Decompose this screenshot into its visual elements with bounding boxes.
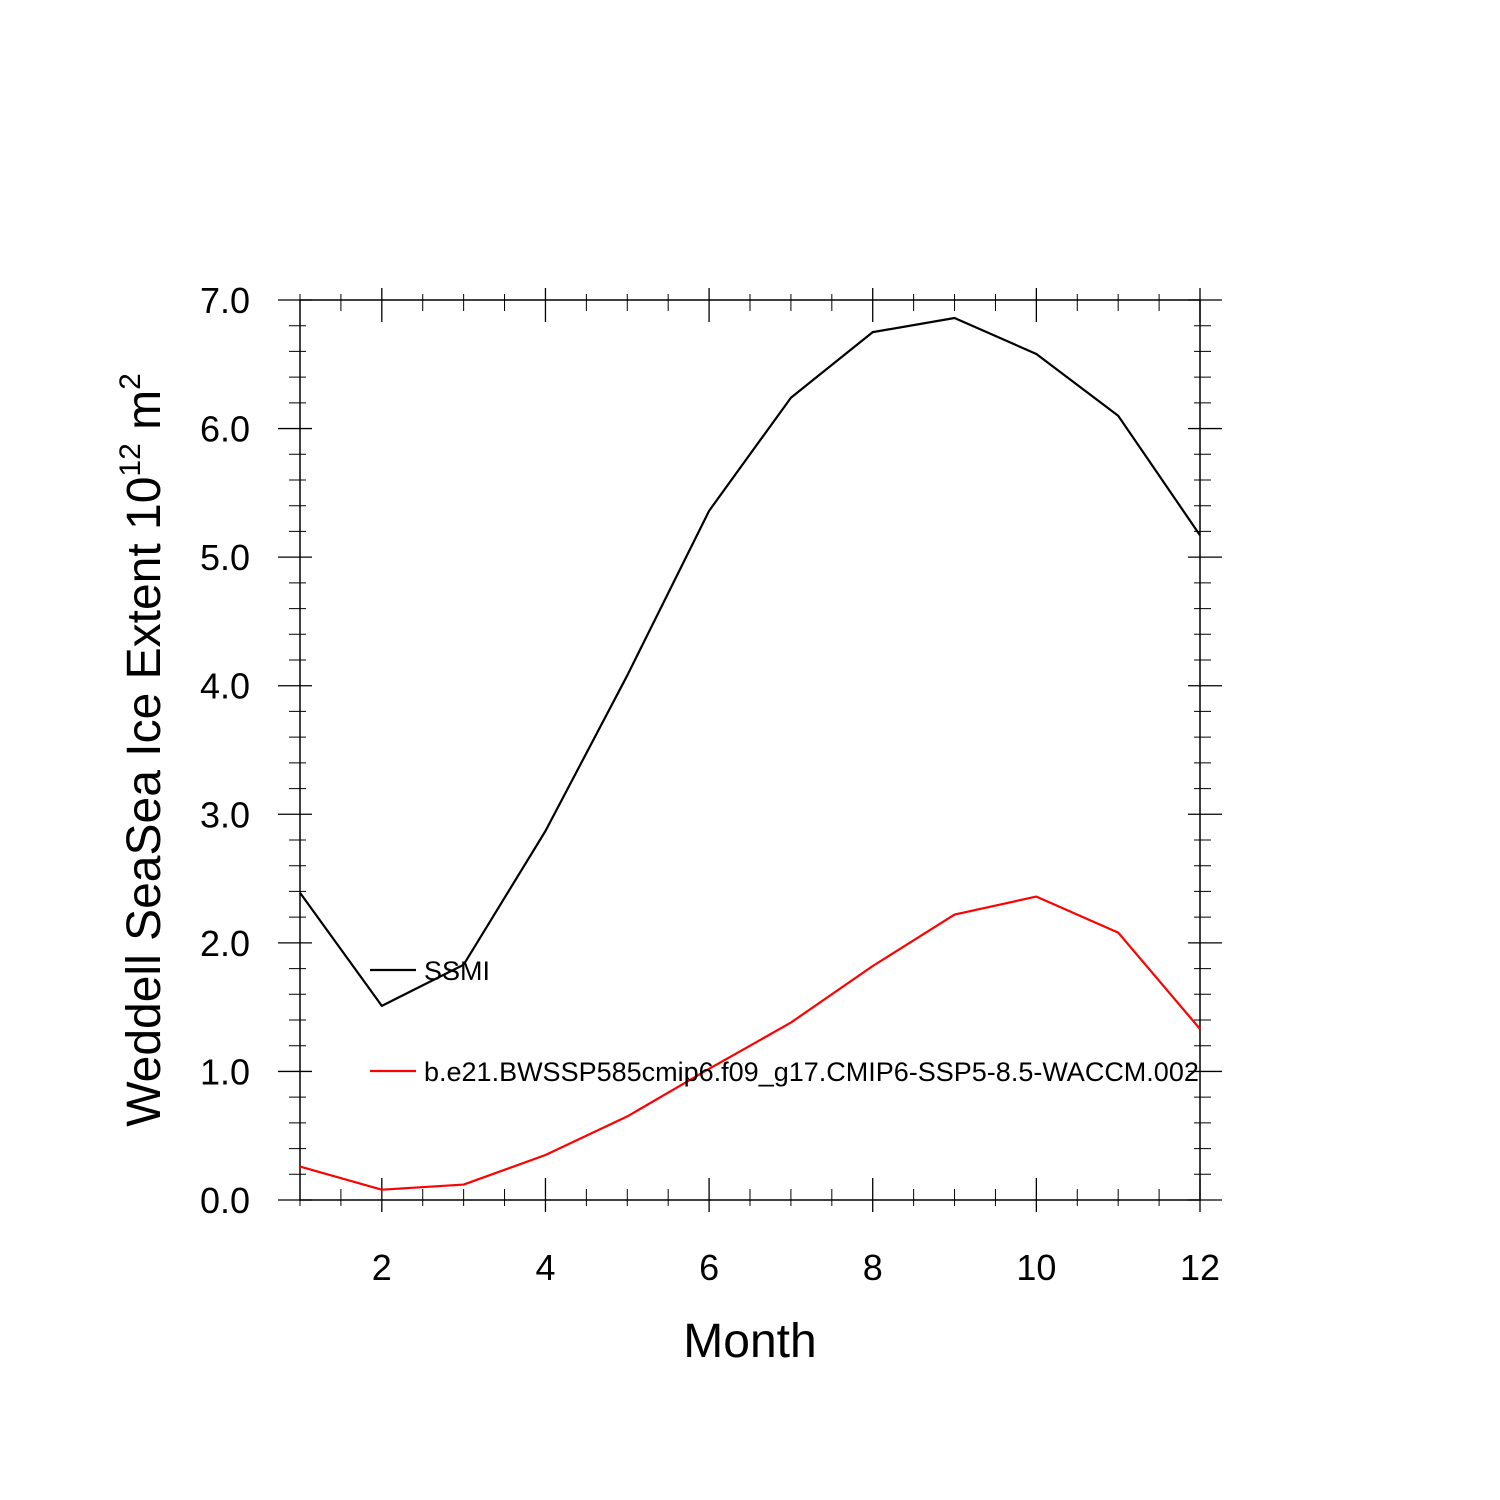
y-tick-label: 0.0	[200, 1180, 250, 1221]
x-tick-label: 8	[863, 1247, 883, 1288]
series-lines	[299, 316, 1201, 1191]
y-tick-label: 3.0	[200, 794, 250, 835]
legend-label-1: SSMI	[424, 956, 490, 986]
y-axis-title-main: Weddell SeaSea Ice Extent 10	[118, 477, 171, 1127]
y-tick-label: 2.0	[200, 923, 250, 964]
series-line-1	[299, 316, 1201, 1007]
legend: SSMI b.e21.BWSSP585cmip6.f09_g17.CMIP6-SS…	[370, 956, 1199, 1087]
y-axis-title-unit-exponent: 2	[114, 373, 147, 390]
x-tick-label: 12	[1180, 1247, 1220, 1288]
y-tick-label: 5.0	[200, 537, 250, 578]
y-axis-title-unit: m	[118, 390, 171, 443]
x-tick-label: 6	[699, 1247, 719, 1288]
series-line-2	[299, 895, 1201, 1191]
y-tick-label: 4.0	[200, 666, 250, 707]
y-tick-label: 1.0	[200, 1051, 250, 1092]
x-tick-label: 2	[372, 1247, 392, 1288]
x-tick-label: 4	[535, 1247, 555, 1288]
x-tick-label: 10	[1016, 1247, 1056, 1288]
y-tick-label: 7.0	[200, 280, 250, 321]
y-tick-labels: 0.0 1.0 2.0 3.0 4.0 5.0 6.0 7.0	[200, 280, 250, 1221]
y-axis-title-exponent: 12	[114, 443, 147, 476]
minor-ticks	[289, 294, 1211, 1206]
major-ticks	[278, 288, 1222, 1212]
x-axis-title: Month	[683, 1315, 816, 1368]
legend-label-2: b.e21.BWSSP585cmip6.f09_g17.CMIP6-SSP5-8…	[424, 1057, 1199, 1087]
y-axis-title: Weddell SeaSea Ice Extent 1012 m2	[114, 373, 171, 1127]
y-tick-label: 6.0	[200, 409, 250, 450]
x-tick-labels: 2 4 6 8 10 12	[372, 1247, 1220, 1288]
